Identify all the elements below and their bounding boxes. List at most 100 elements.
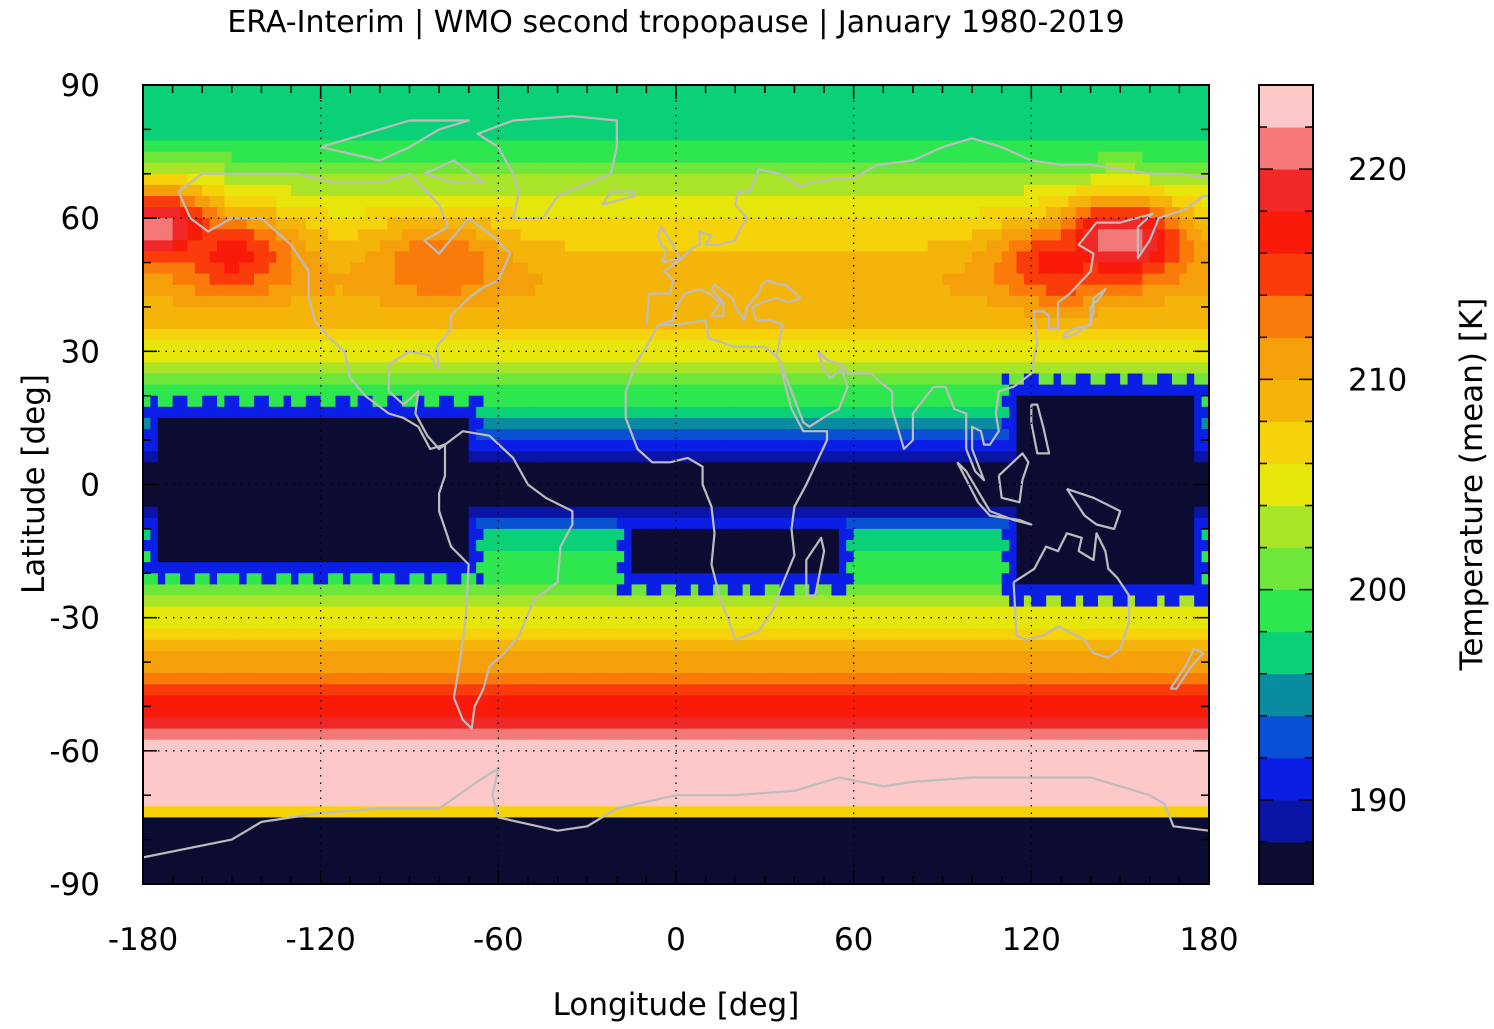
- field-cell: [1090, 118, 1099, 130]
- field-cell: [1112, 429, 1121, 441]
- field-cell: [653, 417, 662, 430]
- field-cell: [564, 351, 573, 364]
- field-cell: [727, 118, 736, 130]
- field-cell: [1201, 218, 1209, 230]
- field-cell: [772, 406, 781, 419]
- field-cell: [335, 85, 344, 97]
- field-cell: [668, 440, 677, 452]
- field-cell: [283, 118, 292, 130]
- field-cell: [572, 373, 581, 386]
- field-cell: [683, 295, 692, 308]
- field-cell: [1134, 373, 1143, 386]
- field-cell: [587, 140, 596, 153]
- field-cell: [490, 151, 499, 164]
- field-cell: [875, 140, 884, 153]
- field-cell: [720, 462, 729, 475]
- field-cell: [342, 429, 351, 441]
- field-cell: [949, 429, 958, 441]
- field-cell: [1009, 362, 1018, 375]
- field-cell: [1112, 273, 1121, 286]
- field-cell: [979, 229, 988, 241]
- field-cell: [461, 451, 470, 463]
- field-cell: [328, 140, 337, 153]
- field-cell: [787, 173, 796, 186]
- field-cell: [587, 362, 596, 375]
- field-cell: [365, 451, 374, 463]
- field-cell: [816, 384, 825, 397]
- field-cell: [527, 140, 536, 153]
- field-cell: [1105, 129, 1114, 142]
- field-cell: [875, 162, 884, 175]
- field-cell: [853, 96, 862, 108]
- field-cell: [601, 273, 610, 286]
- field-cell: [994, 229, 1003, 241]
- field-cell: [1097, 384, 1106, 397]
- field-cell: [587, 417, 596, 430]
- field-cell: [1201, 318, 1209, 330]
- field-cell: [1171, 340, 1180, 352]
- field-cell: [720, 329, 729, 341]
- field-cell: [1016, 362, 1025, 375]
- field-cell: [246, 451, 255, 463]
- field-cell: [276, 417, 285, 430]
- field-cell: [291, 462, 300, 475]
- field-cell: [291, 451, 300, 463]
- field-cell: [187, 295, 196, 308]
- field-cell: [476, 351, 485, 364]
- field-cell: [764, 251, 773, 264]
- field-cell: [165, 462, 174, 475]
- field-cell: [1157, 318, 1166, 330]
- field-cell: [365, 107, 374, 119]
- field-cell: [268, 107, 277, 119]
- field-cell: [601, 162, 610, 175]
- field-cell: [402, 218, 411, 230]
- field-cell: [1120, 195, 1129, 208]
- field-cell: [231, 262, 240, 275]
- field-cell: [365, 262, 374, 275]
- field-cell: [838, 173, 847, 186]
- field-cell: [209, 162, 218, 175]
- field-cell: [668, 218, 677, 230]
- field-cell: [424, 151, 433, 164]
- field-cell: [1060, 417, 1069, 430]
- field-cell: [180, 240, 189, 253]
- field-cell: [283, 340, 292, 352]
- field-cell: [838, 85, 847, 97]
- field-cell: [298, 306, 307, 319]
- field-cell: [890, 118, 899, 130]
- field-cell: [483, 118, 492, 130]
- field-cell: [609, 318, 618, 330]
- field-cell: [772, 306, 781, 319]
- field-cell: [387, 351, 396, 364]
- field-cell: [313, 406, 322, 419]
- field-cell: [905, 295, 914, 308]
- field-cell: [912, 440, 921, 452]
- field-cell: [1038, 451, 1047, 463]
- field-cell: [365, 273, 374, 286]
- field-cell: [942, 162, 951, 175]
- field-cell: [690, 373, 699, 386]
- field-cell: [1164, 340, 1173, 352]
- field-cell: [1009, 284, 1018, 297]
- field-cell: [143, 373, 151, 386]
- field-cell: [424, 184, 433, 197]
- field-cell: [972, 173, 981, 186]
- field-cell: [143, 151, 151, 164]
- field-cell: [713, 195, 722, 208]
- field-cell: [1120, 306, 1129, 319]
- field-cell: [194, 406, 203, 419]
- field-cell: [246, 229, 255, 241]
- field-cell: [313, 240, 322, 253]
- field-cell: [1179, 284, 1188, 297]
- field-cell: [1149, 429, 1158, 441]
- field-cell: [1068, 218, 1077, 230]
- field-cell: [1186, 229, 1195, 241]
- field-cell: [949, 351, 958, 364]
- field-cell: [320, 318, 329, 330]
- field-cell: [816, 306, 825, 319]
- field-cell: [372, 395, 381, 408]
- field-cell: [498, 351, 507, 364]
- field-cell: [320, 118, 329, 130]
- field-cell: [372, 96, 381, 108]
- field-cell: [1001, 429, 1010, 441]
